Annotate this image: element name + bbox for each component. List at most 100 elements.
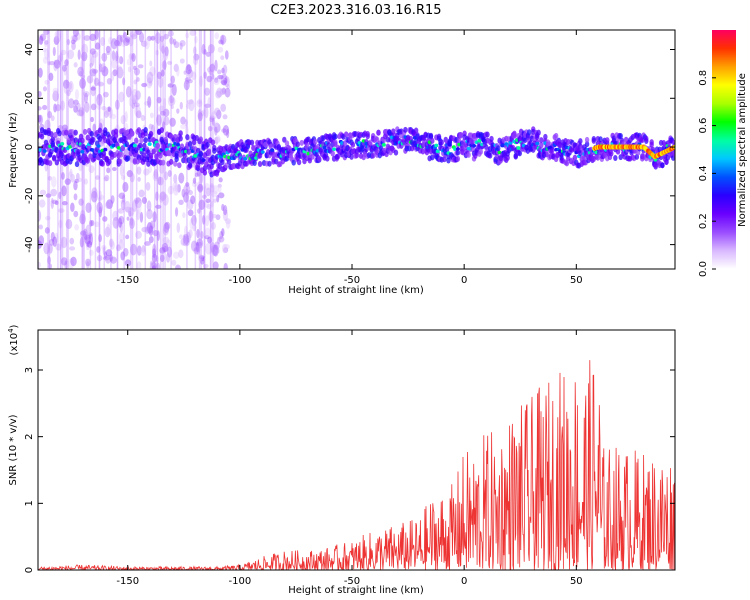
x-tick-label: -100 xyxy=(229,275,252,286)
heatmap-noise-cell xyxy=(90,190,98,203)
heatmap-noise-cell xyxy=(156,114,162,126)
heatmap-noise-cell xyxy=(175,265,180,269)
heatmap-noise-cell xyxy=(79,78,86,89)
heatmap-noise-cell xyxy=(199,255,205,260)
heatmap-noise-cell xyxy=(163,97,167,110)
heatmap-noise-cell xyxy=(155,204,162,209)
heatmap-cell xyxy=(73,129,78,136)
heatmap-noise-cell xyxy=(221,243,228,254)
heatmap-noise-cell xyxy=(133,65,137,71)
heatmap-cell xyxy=(49,131,54,138)
heatmap-noise-cell xyxy=(58,219,63,229)
heatmap-noise-cell xyxy=(214,77,219,83)
heatmap-noise-cell xyxy=(149,112,154,119)
heatmap-noise-cell xyxy=(55,243,62,251)
heatmap-noise-cell xyxy=(55,30,62,43)
heatmap-noise-cell xyxy=(196,228,200,239)
heatmap-noise-cell xyxy=(156,262,161,269)
heatmap-noise-cell xyxy=(182,212,186,219)
heatmap-noise-cell xyxy=(202,214,206,225)
heatmap-cell xyxy=(202,169,208,176)
heatmap-noise-cell xyxy=(61,185,67,197)
heatmap-cell xyxy=(644,135,649,142)
heatmap-cell xyxy=(342,140,348,147)
heatmap-noise-cell xyxy=(153,169,159,180)
heatmap-cell xyxy=(160,159,166,166)
heatmap-noise-cell xyxy=(222,77,228,84)
heatmap-noise-cell xyxy=(215,90,222,99)
heatmap-noise-cell xyxy=(198,199,206,211)
heatmap-noise-cell xyxy=(100,36,105,47)
heatmap-noise-cell xyxy=(213,79,220,86)
heatmap-noise-cell xyxy=(180,238,186,246)
heatmap-noise-cell xyxy=(72,30,79,37)
heatmap-cell xyxy=(428,132,434,139)
heatmap-noise-cell xyxy=(171,97,176,105)
heatmap-cell xyxy=(304,142,310,149)
heatmap-noise-cell xyxy=(89,33,97,42)
heatmap-streak xyxy=(98,30,101,269)
heatmap-noise-cell xyxy=(83,90,90,98)
heatmap-noise-cell xyxy=(120,251,126,261)
heatmap-noise-cell xyxy=(125,36,131,43)
heatmap-noise-cell xyxy=(68,171,73,181)
heatmap-noise-cell xyxy=(127,66,132,73)
heatmap-cell xyxy=(325,155,330,162)
heatmap-cell xyxy=(370,152,376,159)
heatmap-noise-cell xyxy=(50,115,55,122)
heatmap-noise-cell xyxy=(174,207,179,217)
heatmap-noise-cell xyxy=(115,65,123,72)
heatmap-noise-cell xyxy=(207,236,213,244)
heatmap-noise-cell xyxy=(195,241,200,253)
heatmap-cell xyxy=(72,152,77,159)
heatmap-noise-cell xyxy=(118,208,123,214)
heatmap-noise-cell xyxy=(54,200,59,206)
heatmap-cell xyxy=(672,139,675,146)
heatmap-noise-cell xyxy=(193,46,197,55)
heatmap-noise-cell xyxy=(129,172,135,183)
heatmap-noise-cell xyxy=(104,174,110,182)
heatmap-noise-cell xyxy=(44,215,51,221)
heatmap-noise-cell xyxy=(120,175,126,181)
heatmap-noise-cell xyxy=(155,191,159,201)
heatmap-noise-cell xyxy=(89,62,93,68)
heatmap-cell xyxy=(299,139,304,146)
heatmap-noise-cell xyxy=(172,251,180,259)
heatmap-noise-cell xyxy=(112,217,120,229)
heatmap-noise-cell xyxy=(205,242,212,255)
heatmap-noise-cell xyxy=(60,49,67,56)
heatmap-noise-cell xyxy=(124,259,132,267)
heatmap-noise-cell xyxy=(219,34,227,45)
heatmap-noise-cell xyxy=(102,246,106,256)
heatmap-noise-cell xyxy=(211,244,218,257)
heatmap-noise-cell xyxy=(89,220,93,227)
heatmap-cell xyxy=(513,153,518,160)
heatmap-noise-cell xyxy=(163,116,170,126)
x-tick-label: 50 xyxy=(570,275,583,286)
heatmap-noise-cell xyxy=(101,106,107,111)
heatmap-hot-cell xyxy=(80,149,85,154)
y-tick-label: 0 xyxy=(24,144,35,150)
heatmap-cell xyxy=(53,131,58,138)
colorbar-ticks: 0.0 0.2 0.4 0.6 0.8 xyxy=(698,70,716,277)
heatmap-noise-cell xyxy=(211,62,215,75)
heatmap-noise-cell xyxy=(210,242,216,253)
heatmap-noise-cell xyxy=(136,209,140,221)
heatmap-noise-cell xyxy=(220,79,228,86)
heatmap-noise-cell xyxy=(162,236,170,245)
heatmap-noise-cell xyxy=(87,232,93,237)
heatmap-noise-cell xyxy=(218,184,222,194)
spectrogram-y-label: Frequency (Hz) xyxy=(8,112,19,188)
heatmap-noise-cell xyxy=(216,236,221,245)
heatmap-noise-cell xyxy=(204,227,211,238)
heatmap-noise-cell xyxy=(184,77,190,85)
heatmap-cell xyxy=(220,159,225,166)
heatmap-noise-cell xyxy=(43,39,49,45)
heatmap-noise-cell xyxy=(44,79,50,85)
heatmap-hot-cell xyxy=(477,138,482,143)
heatmap-noise-cell xyxy=(43,242,50,255)
heatmap-noise-cell xyxy=(143,168,150,176)
heatmap-cell xyxy=(174,153,179,160)
heatmap-noise-cell xyxy=(96,98,102,111)
heatmap-noise-cell xyxy=(211,117,216,126)
